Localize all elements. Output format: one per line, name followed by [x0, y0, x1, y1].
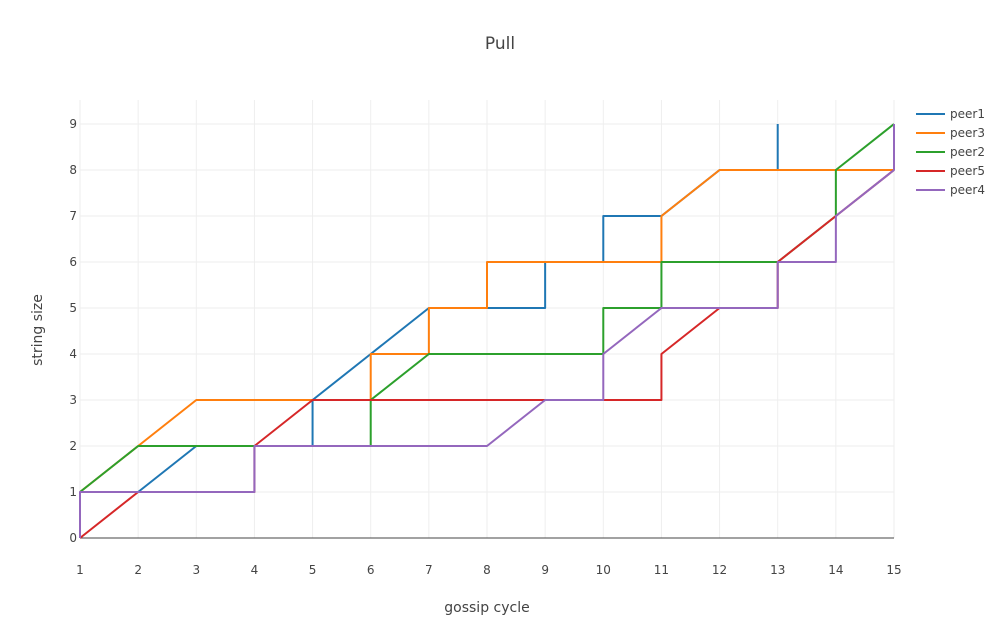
legend-label: peer5 — [950, 164, 985, 178]
x-tick-label: 11 — [654, 563, 669, 577]
x-axis-ticks: 1 2 3 4 5 6 7 8 9 10 11 12 13 14 15 — [76, 563, 901, 577]
x-tick-label: 3 — [192, 563, 200, 577]
y-tick-label: 6 — [69, 255, 77, 269]
x-tick-label: 5 — [309, 563, 317, 577]
y-tick-label: 7 — [69, 209, 77, 223]
x-axis-title: gossip cycle — [444, 600, 529, 616]
y-axis-title: string size — [30, 294, 46, 366]
x-tick-label: 7 — [425, 563, 433, 577]
x-tick-label: 1 — [76, 563, 84, 577]
legend-label: peer3 — [950, 126, 985, 140]
legend-item-peer2[interactable]: peer2 — [916, 145, 985, 159]
legend-item-peer5[interactable]: peer5 — [916, 164, 985, 178]
chart-title: Pull — [485, 34, 515, 54]
legend-label: peer4 — [950, 183, 985, 197]
x-tick-label: 10 — [596, 563, 611, 577]
x-tick-label: 15 — [886, 563, 901, 577]
x-tick-label: 2 — [134, 563, 142, 577]
x-tick-label: 4 — [251, 563, 259, 577]
series-line-peer3[interactable] — [79, 169, 894, 493]
y-tick-label: 5 — [69, 301, 77, 315]
y-tick-label: 4 — [69, 347, 77, 361]
y-axis-ticks: 0 1 2 3 4 5 6 7 8 9 — [69, 117, 77, 545]
x-tick-label: 6 — [367, 563, 375, 577]
legend-item-peer1[interactable]: peer1 — [916, 107, 985, 121]
legend-item-peer3[interactable]: peer3 — [916, 126, 985, 140]
grid — [79, 100, 895, 538]
y-tick-label: 0 — [69, 531, 77, 545]
x-tick-label: 12 — [712, 563, 727, 577]
y-tick-label: 8 — [69, 163, 77, 177]
x-tick-label: 13 — [770, 563, 785, 577]
legend-item-peer4[interactable]: peer4 — [916, 183, 985, 197]
x-tick-label: 14 — [828, 563, 843, 577]
y-tick-label: 1 — [69, 485, 77, 499]
y-tick-label: 3 — [69, 393, 77, 407]
y-tick-label: 2 — [69, 439, 77, 453]
traces — [79, 123, 895, 539]
legend-label: peer2 — [950, 145, 985, 159]
legend-label: peer1 — [950, 107, 985, 121]
x-tick-label: 9 — [541, 563, 549, 577]
series-line-peer4[interactable] — [79, 124, 895, 538]
legend[interactable]: peer1 peer3 peer2 peer5 peer4 — [916, 107, 985, 197]
x-tick-label: 8 — [483, 563, 491, 577]
y-tick-label: 9 — [69, 117, 77, 131]
